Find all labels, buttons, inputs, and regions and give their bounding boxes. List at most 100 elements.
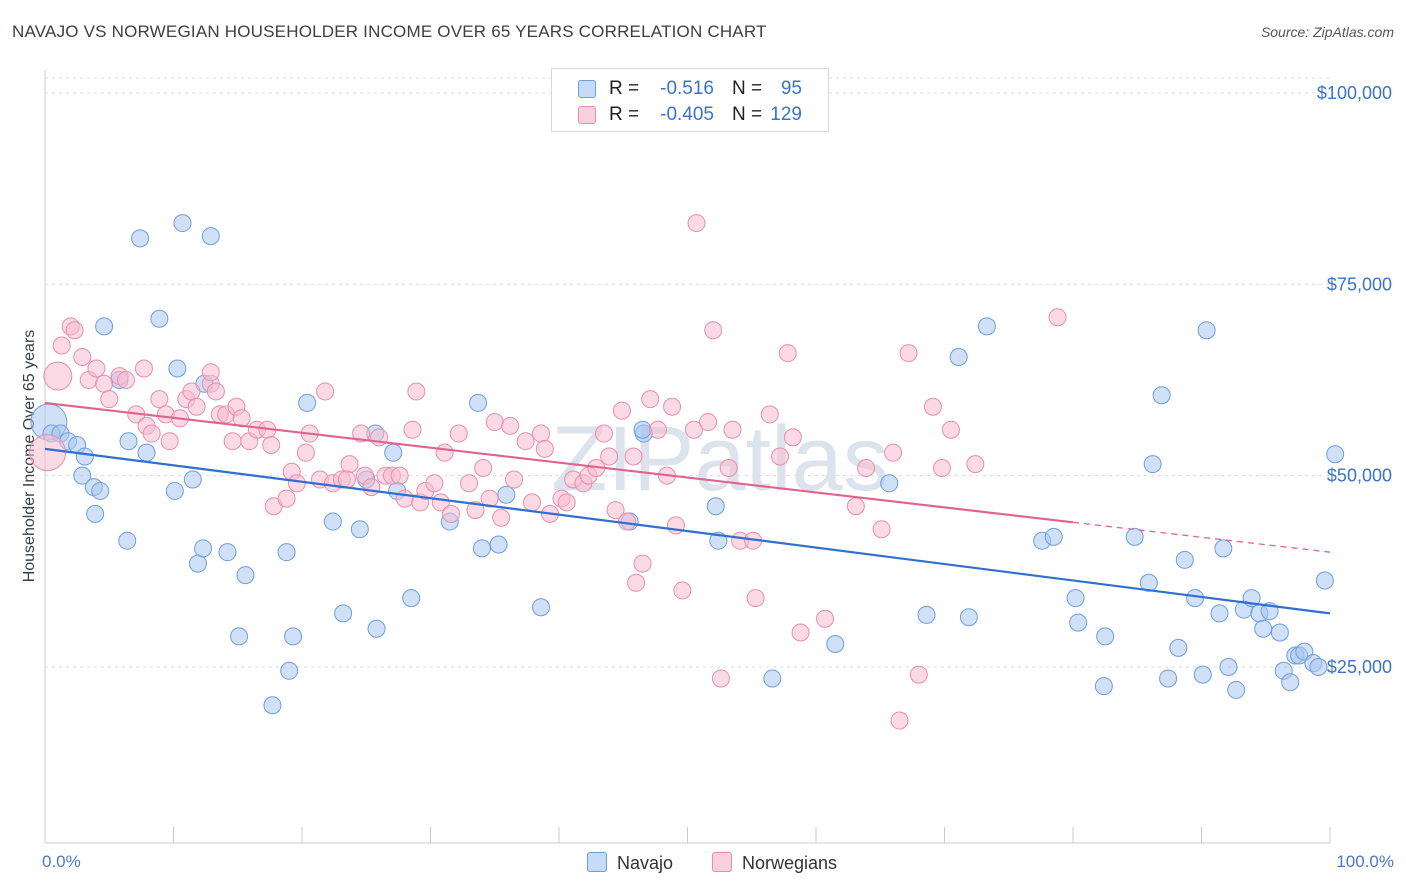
- navajo-point: [1044, 527, 1063, 546]
- navajo-point: [194, 539, 213, 558]
- norwegian-points: [29, 214, 1067, 730]
- norwegian-point: [746, 589, 765, 608]
- norwegian-point: [466, 501, 485, 520]
- y-tick-label: $100,000: [1317, 83, 1392, 103]
- navajo-point: [917, 605, 936, 624]
- legend-item-navajo: Navajo: [587, 852, 673, 874]
- norwegian-swatch: [712, 852, 732, 872]
- navajo-point: [1270, 623, 1289, 642]
- norwegian-point: [277, 489, 296, 508]
- y-tick-labels: $25,000 $50,000 $75,000 $100,000: [1317, 83, 1392, 677]
- stats-row-navajo: R = -0.516 N = 95: [552, 75, 828, 101]
- norwegian-point: [704, 321, 723, 340]
- r-label: R =: [609, 78, 640, 99]
- navajo-point: [263, 696, 282, 715]
- navajo-point: [1159, 669, 1178, 688]
- legend-item-norwegians: Norwegians: [712, 852, 837, 874]
- n-label: N =: [732, 78, 763, 99]
- navajo-point: [119, 432, 138, 451]
- norwegian-point: [909, 665, 928, 684]
- navajo-point: [1125, 527, 1144, 546]
- n-value: 129: [770, 104, 802, 125]
- navajo-point: [1197, 321, 1216, 340]
- norwegian-point: [624, 447, 643, 466]
- norwegian-point: [523, 493, 542, 512]
- norwegian-point: [771, 447, 790, 466]
- navajo-point: [1175, 550, 1194, 569]
- navajo-point: [280, 661, 299, 680]
- norwegian-point: [206, 382, 225, 401]
- navajo-point: [402, 589, 421, 608]
- norwegian-point: [600, 447, 619, 466]
- navajo-swatch: [587, 852, 607, 872]
- navajo-point: [73, 466, 92, 485]
- navajo-point: [1066, 589, 1085, 608]
- navajo-swatch: [578, 80, 596, 98]
- norwegian-point: [815, 609, 834, 628]
- navajo-point: [298, 393, 317, 412]
- norwegian-point: [648, 420, 667, 439]
- norwegian-point: [857, 458, 876, 477]
- norwegian-point: [316, 382, 335, 401]
- norwegian-point: [899, 344, 918, 363]
- navajo-point: [1210, 604, 1229, 623]
- norwegian-point: [150, 390, 169, 409]
- norwegian-point: [142, 424, 161, 443]
- navajo-point: [880, 474, 899, 493]
- norwegian-point: [296, 443, 315, 462]
- navajo-point: [284, 627, 303, 646]
- navajo-point: [1219, 657, 1238, 676]
- navajo-point: [86, 504, 105, 523]
- norwegian-point: [723, 420, 742, 439]
- norwegian-point: [435, 443, 454, 462]
- norwegian-point: [941, 420, 960, 439]
- norwegian-point: [337, 470, 356, 489]
- norwegian-point: [485, 413, 504, 432]
- navajo-point: [489, 535, 508, 554]
- norwegian-point: [516, 432, 535, 451]
- navajo-point: [188, 554, 207, 573]
- navajo-point: [218, 543, 237, 562]
- navajo-point: [1309, 657, 1328, 676]
- navajo-point: [1143, 455, 1162, 474]
- norwegian-point: [480, 489, 499, 508]
- norwegian-point: [719, 458, 738, 477]
- navajo-point: [1315, 571, 1334, 590]
- norwegian-point: [760, 405, 779, 424]
- y-tick-label: $25,000: [1327, 657, 1392, 677]
- norwegian-trend-line: [44, 401, 1074, 524]
- n-value: 95: [780, 78, 802, 99]
- trend-lines: [44, 401, 1331, 615]
- norwegian-point: [966, 455, 985, 474]
- navajo-point: [91, 481, 110, 500]
- navajo-point: [826, 635, 845, 654]
- norwegian-point: [223, 432, 242, 451]
- navajo-point: [95, 317, 114, 336]
- navajo-point: [633, 420, 652, 439]
- navajo-point: [137, 443, 156, 462]
- y-tick-label: $50,000: [1327, 466, 1392, 486]
- navajo-trend-line: [44, 447, 1331, 615]
- source-label: Source: ZipAtlas.com: [1260, 24, 1394, 40]
- navajo-point: [118, 531, 137, 550]
- navajo-point: [497, 485, 516, 504]
- norwegian-point: [627, 573, 646, 592]
- norwegian-point: [201, 363, 220, 382]
- norwegian-point: [923, 397, 942, 416]
- navajo-point: [763, 669, 782, 688]
- norwegian-point: [872, 520, 891, 539]
- stats-row-norwegians: R = -0.405 N = 129: [552, 101, 828, 127]
- norwegian-point: [442, 504, 461, 523]
- chart-title: NAVAJO VS NORWEGIAN HOUSEHOLDER INCOME O…: [12, 22, 767, 41]
- norwegian-point: [262, 436, 281, 455]
- navajo-point: [472, 539, 491, 558]
- norwegian-point: [87, 359, 106, 378]
- r-value: -0.516: [660, 78, 714, 99]
- norwegian-point: [687, 214, 706, 233]
- navajo-point: [1169, 638, 1188, 657]
- navajo-point: [1281, 673, 1300, 692]
- r-value: -0.405: [660, 104, 714, 125]
- norwegian-point: [134, 359, 153, 378]
- norwegian-point: [532, 424, 551, 443]
